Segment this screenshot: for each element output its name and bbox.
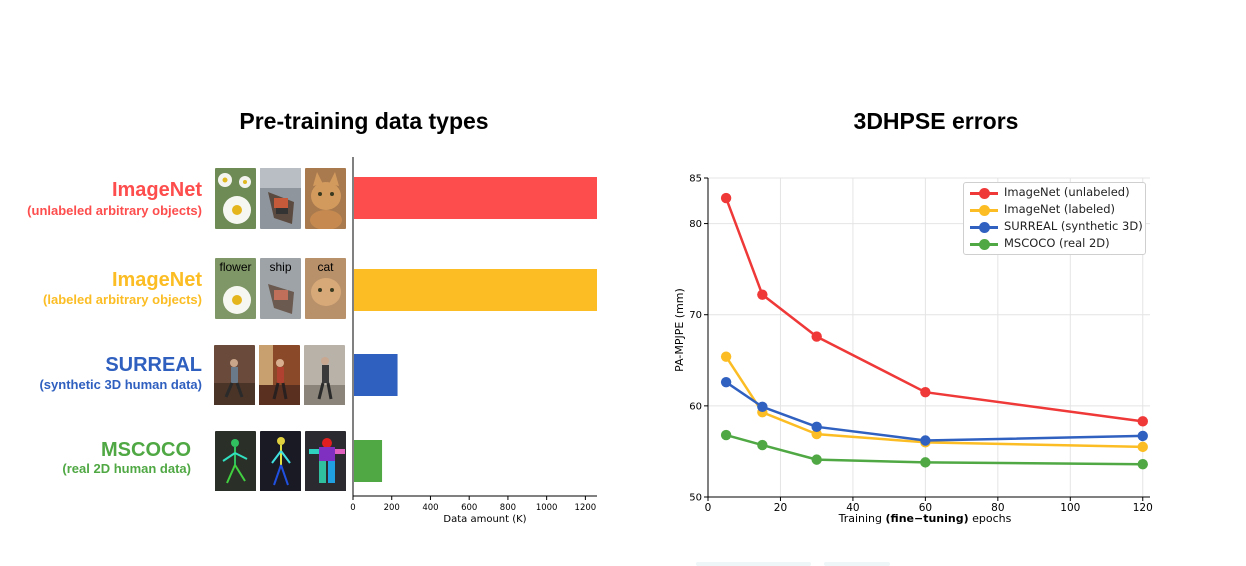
category-sub-mscoco: (real 2D human data) <box>62 461 191 476</box>
series-point-2 <box>720 376 732 388</box>
thumb-label-ship: ship <box>269 260 292 274</box>
bar-2 <box>354 354 398 396</box>
decorative-strip <box>696 562 811 566</box>
legend-marker <box>979 239 990 250</box>
legend-label: ImageNet (labeled) <box>1004 202 1116 216</box>
bar-x-tick-label: 1200 <box>575 503 597 513</box>
synthetic-human-image <box>304 345 345 406</box>
bar-x-tick-label: 800 <box>500 503 516 513</box>
series-point-3 <box>720 429 732 441</box>
left-chart-title: Pre-training data types <box>239 108 489 134</box>
line-x-tick-label: 80 <box>991 502 1004 514</box>
pose-skeleton-image <box>215 431 256 492</box>
legend-marker <box>979 205 990 216</box>
category-sub-surreal: (synthetic 3D human data) <box>39 377 202 392</box>
line-x-tick-label: 120 <box>1133 502 1153 514</box>
line-chart-y-label: PA-MPJPE (mm) <box>673 288 686 372</box>
series-line-2 <box>725 381 1143 442</box>
series-point-1 <box>720 351 732 362</box>
line-x-tick-label: 20 <box>774 502 787 514</box>
legend-marker <box>979 222 990 233</box>
line-y-tick-label: 85 <box>689 174 702 185</box>
bar-1 <box>354 269 597 311</box>
thumb-label-flower: flower <box>219 260 252 274</box>
line-y-tick-label: 50 <box>689 493 702 504</box>
category-name-mscoco: MSCOCO <box>101 439 191 461</box>
category-name-surreal: SURREAL <box>105 354 202 376</box>
daisy-flower-image: flower <box>215 258 256 319</box>
series-point-0 <box>1137 416 1148 427</box>
decorative-strip <box>824 562 890 566</box>
bar-0 <box>354 177 597 219</box>
synthetic-human-image <box>214 345 255 406</box>
right-chart-title: 3DHPSE errors <box>853 108 1019 134</box>
series-point-0 <box>720 192 732 204</box>
line-chart-x-label: Training (fine−tuning) epochs <box>838 512 1012 525</box>
legend-item-imagenet-labeled: ImageNet (labeled) <box>964 202 1145 218</box>
cat-image <box>305 168 346 229</box>
ship-image: ship <box>260 258 301 319</box>
thumb-label-cat: cat <box>317 260 334 274</box>
series-point-1 <box>1137 441 1148 453</box>
cat-image: cat <box>305 258 346 319</box>
category-name-imagenet-unlabeled: ImageNet <box>111 179 202 201</box>
synthetic-human-image <box>259 345 300 406</box>
bar-x-tick-label: 400 <box>422 503 438 513</box>
category-sub-imagenet-labeled: (labeled arbitrary objects) <box>43 292 202 307</box>
line-chart-legend: ImageNet (unlabeled) ImageNet (labeled) … <box>963 182 1146 255</box>
bar-chart-x-label: Data amount (K) <box>443 514 526 525</box>
legend-label: MSCOCO (real 2D) <box>1004 236 1110 250</box>
line-y-tick-label: 80 <box>689 219 702 230</box>
line-y-tick-label: 70 <box>689 310 702 321</box>
series-line-1 <box>725 355 1143 449</box>
series-point-0 <box>811 331 822 342</box>
legend-label: ImageNet (unlabeled) <box>1004 185 1130 199</box>
legend-marker <box>979 188 990 199</box>
legend-item-surreal: SURREAL (synthetic 3D) <box>964 219 1145 235</box>
series-point-1 <box>811 428 822 440</box>
line-x-tick-label: 40 <box>846 502 859 514</box>
series-point-3 <box>1137 458 1148 470</box>
daisy-flower-image <box>215 168 256 229</box>
line-x-tick-label: 0 <box>705 502 712 514</box>
bar-3 <box>354 440 383 482</box>
series-point-2 <box>920 435 931 446</box>
series-point-3 <box>757 439 768 451</box>
series-point-3 <box>811 454 822 465</box>
bar-x-tick-label: 600 <box>461 503 477 513</box>
series-point-0 <box>920 386 931 398</box>
category-name-imagenet-labeled: ImageNet <box>111 269 202 291</box>
pose-skeleton-image <box>260 431 301 492</box>
series-point-2 <box>811 421 822 433</box>
series-point-2 <box>757 401 768 412</box>
bar-x-tick-label: 1000 <box>536 503 558 513</box>
legend-item-imagenet-unlabeled: ImageNet (unlabeled) <box>964 185 1145 201</box>
line-x-tick-label: 100 <box>1060 502 1080 514</box>
pose-segmentation-image <box>305 431 346 492</box>
series-point-3 <box>920 457 931 468</box>
bar-x-tick-label: 0 <box>350 503 355 513</box>
ship-image <box>260 168 301 229</box>
category-sub-imagenet-unlabeled: (unlabeled arbitrary objects) <box>27 203 202 218</box>
series-point-2 <box>1137 430 1148 442</box>
line-y-tick-label: 60 <box>689 401 702 412</box>
line-x-tick-label: 60 <box>919 502 932 514</box>
legend-label: SURREAL (synthetic 3D) <box>1004 219 1143 233</box>
series-point-0 <box>757 289 768 300</box>
bar-x-tick-label: 200 <box>384 503 400 513</box>
legend-item-mscoco: MSCOCO (real 2D) <box>964 236 1145 252</box>
